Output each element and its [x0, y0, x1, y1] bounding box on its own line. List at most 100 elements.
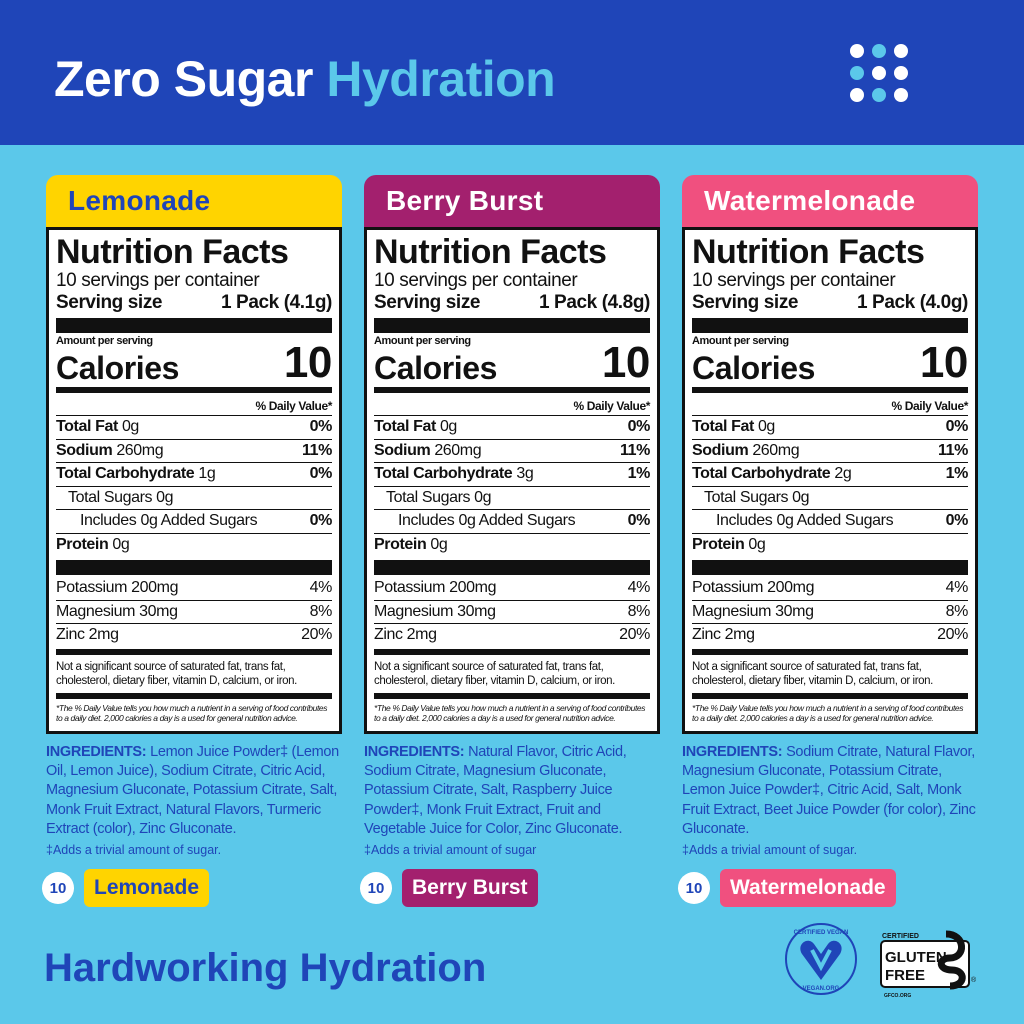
nutrition-facts-label: Nutrition Facts 10 servings per containe… — [46, 227, 342, 734]
nutrient-row-mineral: Magnesium 30mg 8% — [692, 601, 969, 624]
nutrient-name: Magnesium 30mg — [692, 602, 814, 620]
nutrient-row-mineral: Zinc 2mg 20% — [56, 624, 332, 647]
svg-text:VEGAN.ORG: VEGAN.ORG — [803, 986, 840, 992]
nutrition-facts-label: Nutrition Facts 10 servings per containe… — [682, 227, 978, 734]
nutrient-row-sodium: Sodium 260mg 11% — [56, 440, 332, 463]
header-banner: Zero Sugar Hydration — [0, 0, 1024, 145]
nutrient-dv: 4% — [627, 579, 651, 596]
amount-per-serving: Amount per serving — [692, 335, 789, 347]
divider — [692, 648, 968, 655]
nutrient-row-sodium: Sodium 260mg 11% — [374, 440, 650, 463]
nutrient-row-mineral: Potassium 200mg 4% — [692, 577, 968, 601]
serving-size-label: Serving size — [692, 292, 799, 313]
product-pill: 10 Watermelonade — [678, 869, 896, 907]
nutrient-row-sodium: Sodium 260mg 11% — [692, 440, 968, 463]
not-significant-note: Not a significant source of saturated fa… — [692, 660, 933, 687]
nutrient-row-mineral: Magnesium 30mg 8% — [56, 601, 333, 624]
divider — [56, 387, 332, 393]
title-part-1: Zero Sugar — [54, 51, 313, 107]
divider — [692, 560, 968, 575]
servings-per-container: 10 servings per container — [56, 270, 260, 291]
serving-size: Serving size 1 Pack (4.1g) — [56, 292, 332, 314]
servings-per-container: 10 servings per container — [692, 270, 896, 291]
nutrient-name: Magnesium 30mg — [374, 602, 496, 620]
nutrient-row-carb: Total Carbohydrate 1g 0% — [56, 463, 332, 487]
calories-label: Calories — [374, 350, 498, 386]
product-name-pill: Berry Burst — [402, 869, 538, 907]
nutrient-name: Magnesium 30mg — [56, 602, 178, 620]
nutrient-dv: 4% — [309, 579, 333, 596]
nutrient-row-carb: Total Carbohydrate 2g 1% — [692, 463, 968, 487]
divider — [56, 318, 332, 333]
product-name-pill: Watermelonade — [720, 869, 896, 907]
nutrient-row-mineral: Zinc 2mg 20% — [692, 624, 968, 647]
pack-count-badge: 10 — [678, 872, 710, 904]
daily-value-header: % Daily Value* — [56, 395, 332, 416]
svg-text:CERTIFIED VEGAN: CERTIFIED VEGAN — [794, 930, 849, 936]
nutrition-facts-title: Nutrition Facts — [56, 233, 289, 271]
divider — [374, 387, 650, 393]
tagline: Hardworking Hydration — [44, 946, 487, 990]
divider — [692, 318, 968, 333]
divider — [56, 560, 332, 575]
ingredients-label: INGREDIENTS: — [46, 744, 147, 760]
amount-per-serving: Amount per serving — [374, 335, 471, 347]
gluten-free-badge-icon: CERTIFIED GLUTEN FREE ® GFCO.ORG — [880, 930, 977, 999]
nutrient-name: Zinc 2mg — [692, 626, 755, 643]
sugar-footnote: ‡Adds a trivial amount of sugar. — [682, 843, 858, 857]
serving-size: Serving size 1 Pack (4.0g) — [692, 292, 968, 314]
product-panel-lemonade: Lemonade Nutrition Facts 10 servings per… — [42, 175, 342, 907]
divider — [56, 692, 332, 699]
serving-size: Serving size 1 Pack (4.8g) — [374, 292, 650, 314]
product-name-pill: Lemonade — [84, 869, 210, 907]
calories-label: Calories — [56, 350, 180, 386]
nutrient-dv: 8% — [309, 602, 333, 620]
ingredients-label: INGREDIENTS: — [682, 744, 783, 760]
calories-value: 10 — [601, 338, 651, 387]
divider — [374, 560, 650, 575]
ingredients-label: INGREDIENTS: — [364, 744, 465, 760]
product-pill: 10 Berry Burst — [360, 869, 538, 907]
serving-size-value: 1 Pack (4.1g) — [221, 292, 332, 313]
nutrient-row-fat: Total Fat 0g 0% — [374, 416, 650, 440]
svg-text:CERTIFIED: CERTIFIED — [882, 933, 919, 940]
serving-size-value: 1 Pack (4.8g) — [539, 292, 650, 313]
daily-value-disclaimer: *The % Daily Value tells you how much a … — [692, 702, 964, 724]
calories-label: Calories — [692, 350, 816, 386]
nutrient-name: Zinc 2mg — [56, 626, 119, 643]
calories: Calories 10 — [374, 338, 651, 387]
pack-count-badge: 10 — [360, 872, 392, 904]
nutrient-row-carb: Total Carbohydrate 3g 1% — [374, 463, 650, 487]
product-name-tab: Watermelonade — [682, 175, 978, 229]
nutrient-row-fat: Total Fat 0g 0% — [56, 416, 332, 440]
sugar-footnote: ‡Adds a trivial amount of sugar — [364, 843, 537, 857]
not-significant-note: Not a significant source of saturated fa… — [56, 660, 297, 687]
nutrient-row-sugars: Total Sugars 0g — [374, 487, 650, 510]
nutrient-row-mineral: Potassium 200mg 4% — [374, 577, 650, 601]
ingredients: INGREDIENTS: Lemon Juice Powder‡ (Lemon … — [46, 743, 346, 839]
ingredients: INGREDIENTS: Natural Flavor, Citric Acid… — [364, 743, 664, 839]
divider — [56, 648, 332, 655]
nutrient-row-sugars: Total Sugars 0g — [692, 487, 968, 510]
nutrient-row-added-sugars: Includes 0g Added Sugars 0% — [56, 510, 332, 534]
nutrient-name: Potassium 200mg — [56, 579, 179, 596]
nutrient-row-added-sugars: Includes 0g Added Sugars 0% — [374, 510, 650, 534]
nutrient-row-sugars: Total Sugars 0g — [56, 487, 332, 510]
amount-per-serving: Amount per serving — [56, 335, 153, 347]
daily-value-header: % Daily Value* — [692, 395, 968, 416]
nutrient-dv: 8% — [945, 602, 969, 620]
divider — [374, 692, 650, 699]
calories: Calories 10 — [56, 338, 333, 387]
ingredients-text: Sodium Citrate, Natural Flavor, Magnesiu… — [682, 744, 976, 837]
nutrient-row-protein: Protein 0g — [56, 535, 130, 553]
dots-grid-icon — [850, 44, 912, 106]
divider — [692, 692, 968, 699]
certified-vegan-badge-icon: CERTIFIED VEGAN VEGAN.ORG — [785, 923, 857, 995]
nutrient-name: Potassium 200mg — [374, 579, 497, 596]
nutrient-row-mineral: Zinc 2mg 20% — [374, 624, 650, 647]
calories: Calories 10 — [692, 341, 968, 386]
ingredients-text: Natural Flavor, Citric Acid, Sodium Citr… — [364, 744, 627, 837]
calories-value: 10 — [283, 338, 333, 387]
daily-value-disclaimer: *The % Daily Value tells you how much a … — [56, 702, 328, 724]
product-name-tab: Berry Burst — [364, 175, 660, 229]
